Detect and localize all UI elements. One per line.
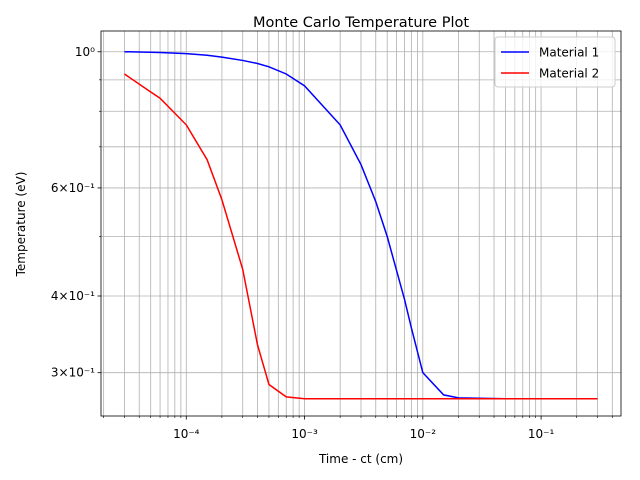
x-tick-label: 10⁻⁴ — [173, 427, 200, 441]
y-tick-label: 4×10⁻¹ — [51, 289, 95, 303]
y-tick-label: 10⁰ — [75, 45, 95, 59]
legend-label: Material 2 — [539, 67, 599, 81]
x-tick-label: 10⁻² — [410, 427, 437, 441]
y-tick-label: 6×10⁻¹ — [51, 181, 95, 195]
x-axis-label: Time - ct (cm) — [318, 452, 403, 466]
x-tick-label: 10⁻³ — [291, 427, 318, 441]
legend-label: Material 1 — [539, 46, 599, 60]
legend-box — [494, 36, 616, 88]
series-line — [124, 73, 598, 400]
plot-frame — [100, 30, 622, 417]
y-axis-label: Temperature (eV) — [14, 172, 28, 278]
chart-title: Monte Carlo Temperature Plot — [253, 15, 469, 31]
series-line — [124, 51, 598, 400]
x-tick-label: 10⁻¹ — [528, 427, 555, 441]
y-tick-label: 3×10⁻¹ — [51, 366, 95, 380]
